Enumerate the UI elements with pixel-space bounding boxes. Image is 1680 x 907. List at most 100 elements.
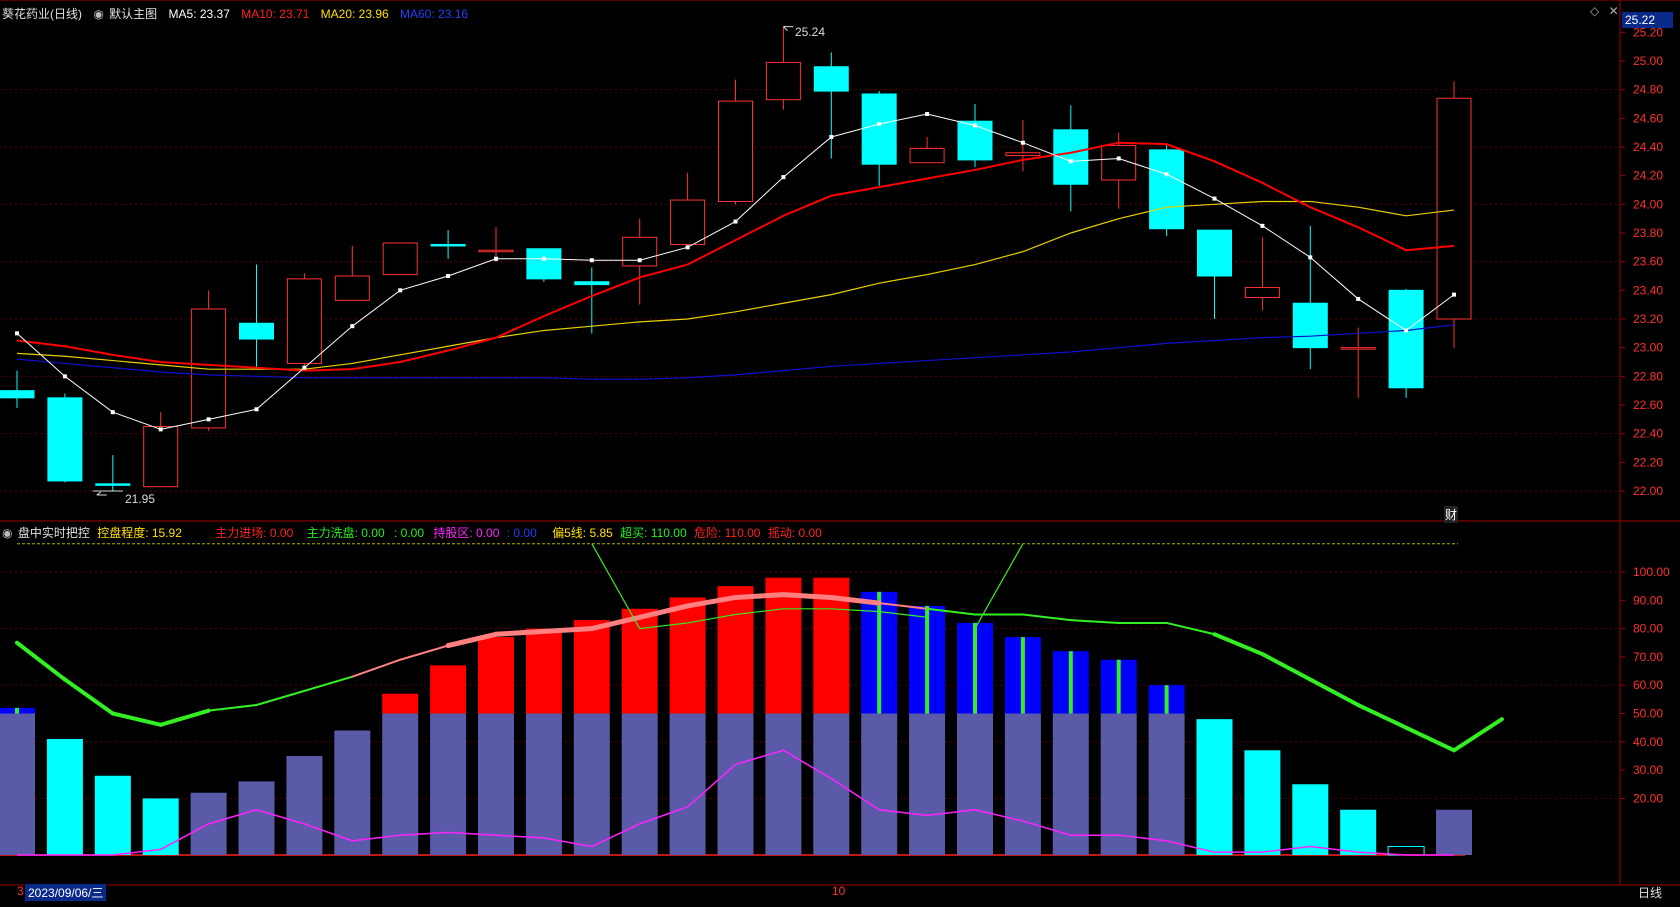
price-tick-label: 23.60 xyxy=(1633,255,1663,269)
ma5-point xyxy=(685,245,690,250)
ma5-point xyxy=(110,410,115,415)
companion-line-segment xyxy=(687,613,736,624)
price-tick-label: 22.00 xyxy=(1633,484,1663,498)
red-bar xyxy=(478,637,514,714)
finance-label[interactable]: 财 xyxy=(1444,506,1459,523)
control-line-segment xyxy=(255,689,306,707)
indicator-bar xyxy=(861,591,898,855)
price-tick-label: 25.20 xyxy=(1633,25,1663,39)
red-bar xyxy=(765,577,802,714)
indicator-tick-label: 40.00 xyxy=(1633,735,1663,749)
gray-bar xyxy=(861,713,898,855)
indicator-bar xyxy=(430,665,467,855)
indicator-name[interactable]: 盘中实时把控 xyxy=(17,526,90,540)
candle-body xyxy=(430,243,466,247)
price-box: 25.22 xyxy=(1622,12,1673,28)
candle-body xyxy=(765,61,801,101)
candle xyxy=(1101,132,1137,209)
candle-body xyxy=(1149,149,1185,230)
candle xyxy=(1244,237,1280,311)
indicator-tick-label: 50.00 xyxy=(1633,707,1663,721)
candle xyxy=(1197,229,1232,319)
price-tick-label: 24.40 xyxy=(1633,140,1663,154)
ma5-point xyxy=(589,258,594,263)
candle-body xyxy=(47,397,83,482)
indicator-bar xyxy=(1052,651,1089,855)
indicator-bar xyxy=(0,707,35,855)
companion-line-segment xyxy=(879,611,928,618)
ma5-point xyxy=(206,417,211,422)
stock-name[interactable]: 葵花药业(日线) xyxy=(2,7,82,21)
companion-line-segment xyxy=(831,608,880,613)
green-stripe xyxy=(1164,685,1169,714)
indicator-tick-label: 90.00 xyxy=(1633,593,1663,607)
ma10-label: MA10: 23.71 xyxy=(241,7,310,21)
close-icon[interactable]: ✕ xyxy=(1608,4,1619,18)
indicator-bar xyxy=(1340,809,1377,855)
candle xyxy=(430,230,466,259)
indicator-tick-label: 60.00 xyxy=(1633,678,1663,692)
candle xyxy=(478,227,514,262)
candle xyxy=(622,218,658,305)
control-line-segment xyxy=(926,607,976,616)
ma5-point xyxy=(1068,159,1073,164)
candle xyxy=(526,248,562,282)
candle xyxy=(382,242,418,276)
chevron-down-icon[interactable]: ◉ xyxy=(93,7,104,21)
diamond-icon[interactable]: ◇ xyxy=(1590,4,1600,18)
green-stripe xyxy=(1068,651,1073,714)
green-stripe xyxy=(15,707,19,714)
indicator-bar xyxy=(1196,719,1233,855)
indicator-bar xyxy=(525,628,562,855)
control-line-segment xyxy=(1260,652,1313,682)
price-tick-label: 24.00 xyxy=(1633,197,1663,211)
indicator-bar xyxy=(669,597,706,855)
green-stripe xyxy=(877,591,882,714)
indicator-bar xyxy=(573,620,610,855)
blank-value-label: : 0.00 xyxy=(393,526,425,540)
candle-body xyxy=(286,278,322,364)
candle xyxy=(1340,327,1376,398)
candle-body xyxy=(526,248,562,280)
control-line-segment xyxy=(878,602,929,610)
control-line-segment xyxy=(780,592,834,600)
date-prefix: 3 xyxy=(17,884,24,898)
indicator-bar xyxy=(957,622,993,855)
candle-body xyxy=(95,483,131,486)
control-line-segment xyxy=(445,631,499,649)
price-tick-label: 23.40 xyxy=(1633,283,1663,297)
cyan-bar xyxy=(1292,784,1329,855)
price-tick-label: 25.00 xyxy=(1633,54,1663,68)
ma5-point xyxy=(973,123,977,128)
candle-body xyxy=(622,236,658,267)
ma60-label: MA60: 23.16 xyxy=(400,7,469,21)
main-chart-label[interactable]: 默认主图 xyxy=(109,7,158,21)
candle-body xyxy=(143,426,179,488)
candle-body xyxy=(0,390,35,399)
gray-bar xyxy=(717,713,754,855)
candle-body xyxy=(574,281,610,286)
cyan-bar xyxy=(1244,750,1281,855)
candle xyxy=(334,245,370,301)
green-stripe xyxy=(973,622,977,714)
candle xyxy=(1292,225,1328,370)
gray-bar xyxy=(286,755,323,855)
control-line-segment xyxy=(303,675,354,692)
candle-body xyxy=(382,242,418,276)
candle-body xyxy=(1101,145,1137,181)
control-line-segment xyxy=(110,711,163,727)
period-label[interactable]: 日线 xyxy=(1638,886,1663,900)
indicator-bar xyxy=(909,605,946,855)
ma5-point xyxy=(829,134,834,139)
candle-body xyxy=(813,66,849,92)
gray-bar xyxy=(1004,713,1041,855)
indicator-tick-label: 70.00 xyxy=(1633,650,1663,664)
ma5-point xyxy=(925,112,930,117)
companion-line-segment xyxy=(735,608,784,616)
green-stripe xyxy=(925,605,930,714)
ma5-point xyxy=(733,219,738,224)
candle xyxy=(813,52,849,159)
candle xyxy=(239,264,274,370)
chevron-down-icon[interactable]: ◉ xyxy=(2,526,13,540)
candle xyxy=(1436,81,1472,348)
